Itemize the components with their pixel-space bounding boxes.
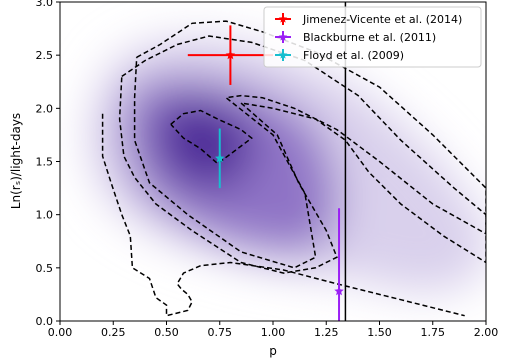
legend-label: Floyd et al. (2009)	[303, 49, 404, 62]
density-core	[155, 99, 253, 190]
x-tick-label: 1.50	[367, 326, 392, 339]
y-tick-label: 0.0	[36, 315, 54, 328]
data-points	[187, 25, 344, 321]
contour-line	[170, 109, 253, 165]
x-tick-label: 2.00	[474, 326, 499, 339]
data-point	[225, 50, 236, 60]
x-tick-label: 0.00	[48, 326, 73, 339]
y-axis-label: Ln(rₛ)/light-days	[9, 113, 23, 209]
x-tick-label: 0.50	[154, 326, 179, 339]
y-tick-label: 2.0	[36, 102, 54, 115]
x-axis: 0.00 0.25 0.50 0.75 1.00 1.25 1.50 1.75 2.00	[48, 321, 499, 339]
y-tick-label: 1.5	[36, 156, 54, 169]
y-axis: 0.0 0.5 1.0 1.5 2.0 2.5 3.0	[36, 0, 60, 328]
y-tick-label: 0.5	[36, 262, 54, 275]
legend: Jimenez-Vicente et al. (2014) Blackburne …	[263, 6, 482, 68]
legend-label: Jimenez-Vicente et al. (2014)	[302, 13, 462, 26]
x-tick-label: 1.75	[421, 326, 446, 339]
y-tick-label: 3.0	[36, 0, 54, 9]
x-axis-label: p	[269, 344, 277, 358]
legend-label: Blackburne et al. (2011)	[303, 31, 436, 44]
legend-marker	[278, 14, 288, 23]
x-tick-label: 1.00	[261, 326, 286, 339]
legend-marker	[278, 32, 288, 41]
legend-box	[263, 6, 482, 68]
data-point	[334, 286, 344, 296]
x-tick-label: 0.25	[101, 326, 126, 339]
x-tick-label: 1.25	[314, 326, 339, 339]
contour-line	[101, 113, 465, 317]
data-point	[215, 153, 225, 163]
y-tick-label: 2.5	[36, 49, 54, 62]
legend-marker	[278, 50, 288, 59]
y-tick-label: 1.0	[36, 209, 54, 222]
x-tick-label: 0.75	[208, 326, 233, 339]
